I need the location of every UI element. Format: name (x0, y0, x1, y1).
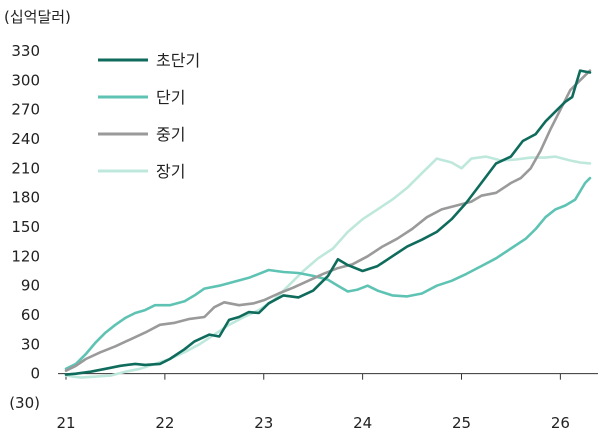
legend-label: 중기 (156, 125, 185, 144)
series-line-0 (64, 69, 592, 376)
y-tick-label: 0 (30, 365, 40, 383)
y-tick-label: 150 (11, 218, 40, 236)
x-tick-label: 23 (254, 414, 273, 432)
y-axis-ticks: (30) 0 30 60 90 120 150 180 210 240 270 300 330 (9, 42, 40, 412)
y-tick-label: 210 (11, 159, 40, 177)
series-lines (64, 69, 592, 379)
y-tick-label: 330 (11, 42, 40, 60)
legend-label: 단기 (156, 88, 185, 107)
x-tick-label: 26 (551, 414, 570, 432)
y-tick-label: 90 (21, 277, 40, 295)
legend-label: 장기 (156, 162, 185, 181)
x-tick-label: 22 (155, 414, 174, 432)
y-unit-label: (십억달러) (4, 8, 71, 26)
x-tick-label: 21 (56, 414, 75, 432)
series-line-2 (64, 69, 592, 372)
x-tick-label: 25 (452, 414, 471, 432)
y-tick-label: 30 (21, 335, 40, 353)
y-tick-label: (30) (9, 394, 40, 412)
x-axis-ticks: 21 22 23 24 25 26 (56, 373, 570, 432)
series-line-1 (64, 176, 592, 371)
y-tick-label: 240 (11, 130, 40, 148)
y-tick-label: 60 (21, 306, 40, 324)
series-line-3 (64, 155, 592, 379)
legend-label: 초단기 (156, 51, 200, 70)
y-tick-label: 120 (11, 247, 40, 265)
x-tick-label: 24 (353, 414, 372, 432)
y-tick-label: 180 (11, 189, 40, 207)
y-tick-label: 300 (11, 71, 40, 89)
y-tick-label: 270 (11, 101, 40, 119)
